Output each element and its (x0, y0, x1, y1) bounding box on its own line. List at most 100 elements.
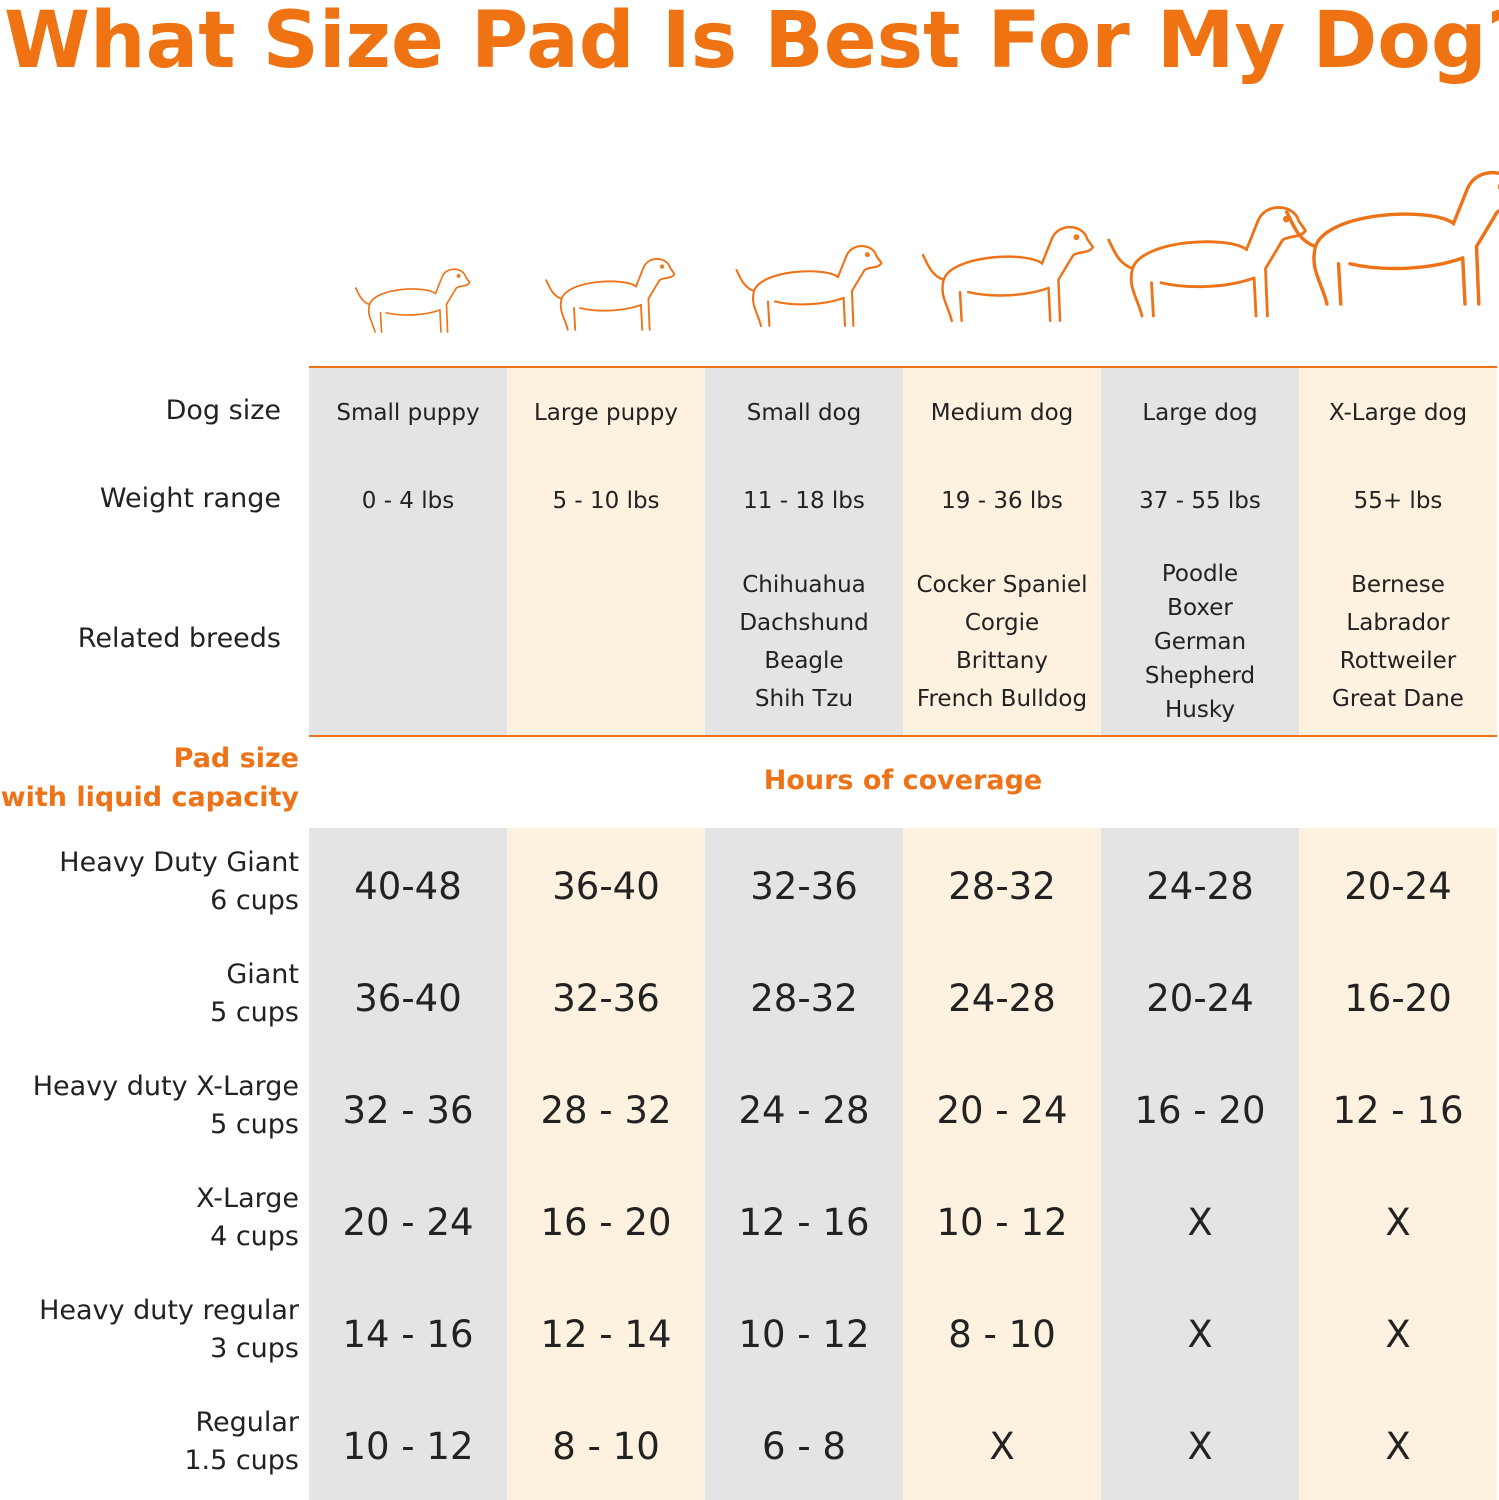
breed: Rottweiler (1339, 648, 1457, 674)
hours-value: 10 - 12 (738, 1312, 870, 1356)
breed: French Bulldog (916, 686, 1088, 712)
hours-value: X (1385, 1200, 1411, 1244)
hours-value: 14 - 16 (342, 1312, 474, 1356)
column-bg (1299, 368, 1497, 736)
column-bg (903, 828, 1101, 1500)
divider (309, 735, 1497, 737)
column-bg (705, 368, 903, 736)
breed: Beagle (764, 648, 844, 674)
hours-value: 20 - 24 (936, 1088, 1068, 1132)
column-bg (309, 828, 507, 1500)
title: What Size Pad Is Best For My Dog? (4, 0, 1499, 86)
weight-range: 55+ lbs (1353, 488, 1443, 514)
hours-value: 6 - 8 (762, 1424, 846, 1468)
hours-value: X (1187, 1424, 1213, 1468)
pad-header: Pad size (173, 743, 299, 774)
breed: Great Dane (1332, 686, 1464, 712)
hours-value: 20-24 (1146, 976, 1254, 1020)
hours-value: 10 - 12 (936, 1200, 1068, 1244)
pad-capacity: 4 cups (210, 1221, 299, 1252)
dog-icon (1285, 170, 1499, 306)
weight-range: 11 - 18 lbs (743, 488, 865, 514)
dog-icon (1107, 206, 1307, 318)
hours-value: X (1385, 1312, 1411, 1356)
pad-name: X-Large (196, 1183, 299, 1214)
hours-value: X (989, 1424, 1015, 1468)
breed: Shih Tzu (754, 686, 854, 712)
breeds: Chihuahua Dachshund Beagle Shih Tzu (705, 552, 903, 732)
dog-icon (354, 268, 471, 333)
row-label: Dog size (165, 395, 281, 426)
column-bg (309, 368, 507, 736)
hours-value: 36-40 (354, 976, 462, 1020)
pad-name: Regular (195, 1407, 299, 1438)
hours-value: 10 - 12 (342, 1424, 474, 1468)
hours-value: 16 - 20 (1134, 1088, 1266, 1132)
breed: Husky (1165, 697, 1235, 723)
breed: Shepherd (1144, 663, 1256, 689)
hours-value: 24 - 28 (738, 1088, 870, 1132)
hours-value: 12 - 14 (540, 1312, 672, 1356)
pad-header: with liquid capacity (0, 782, 299, 813)
breed: German (1153, 629, 1247, 655)
hours-value: 8 - 10 (948, 1312, 1056, 1356)
column-bg (903, 368, 1101, 736)
dog-size: X-Large dog (1328, 400, 1468, 426)
hours-value: 40-48 (354, 864, 462, 908)
pad-name: Heavy Duty Giant (59, 847, 299, 878)
hours-value: 8 - 10 (552, 1424, 660, 1468)
hours-value: 24-28 (948, 976, 1056, 1020)
pad-capacity: 6 cups (210, 885, 299, 916)
hours-value: 24-28 (1146, 864, 1254, 908)
breed: Poodle (1161, 561, 1239, 587)
breed: Bernese (1351, 572, 1445, 598)
breed: Dachshund (739, 610, 869, 636)
pad-capacity: 1.5 cups (184, 1445, 299, 1476)
dog-icon (735, 244, 883, 328)
breeds (507, 552, 705, 732)
breed: Chihuahua (742, 572, 866, 598)
hours-value: 16-20 (1344, 976, 1452, 1020)
dog-size: Large dog (1142, 400, 1258, 426)
breeds: Poodle Boxer German Shepherd Husky (1101, 552, 1299, 732)
hours-value: 28 - 32 (540, 1088, 672, 1132)
dog-size: Large puppy (533, 400, 678, 426)
pad-name: Heavy duty X-Large (32, 1071, 299, 1102)
dog-size: Small puppy (336, 400, 480, 426)
column-bg (1101, 828, 1299, 1500)
weight-range: 5 - 10 lbs (552, 488, 660, 514)
column-bg (507, 368, 705, 736)
coverage-header: Hours of coverage (763, 764, 1043, 796)
column-bg (507, 828, 705, 1500)
row-label: Weight range (99, 483, 281, 514)
hours-value: 28-32 (948, 864, 1056, 908)
pad-name: Giant (226, 959, 299, 990)
dog-size: Small dog (746, 400, 862, 426)
pad-capacity: 5 cups (210, 1109, 299, 1140)
breed: Cocker Spaniel (916, 572, 1088, 598)
pad-capacity: 5 cups (210, 997, 299, 1028)
hours-value: 28-32 (750, 976, 858, 1020)
weight-range: 19 - 36 lbs (941, 488, 1063, 514)
row-label: Related breeds (77, 623, 281, 654)
breed: Boxer (1167, 595, 1233, 621)
breeds: Cocker Spaniel Corgie Brittany French Bulld… (903, 552, 1101, 732)
hours-value: X (1385, 1424, 1411, 1468)
dog-icon (921, 225, 1095, 323)
dog-icon (545, 258, 676, 331)
breed: Corgie (964, 610, 1040, 636)
hours-value: 20-24 (1344, 864, 1452, 908)
hours-value: X (1187, 1200, 1213, 1244)
hours-value: 16 - 20 (540, 1200, 672, 1244)
breed: Labrador (1346, 610, 1450, 636)
hours-value: 12 - 16 (738, 1200, 870, 1244)
breeds (309, 552, 507, 732)
hours-value: 32-36 (552, 976, 660, 1020)
hours-value: 32-36 (750, 864, 858, 908)
pad-capacity: 3 cups (210, 1333, 299, 1364)
hours-value: 32 - 36 (342, 1088, 474, 1132)
divider (309, 366, 1497, 368)
breed: Brittany (956, 648, 1048, 674)
hours-value: 12 - 16 (1332, 1088, 1464, 1132)
